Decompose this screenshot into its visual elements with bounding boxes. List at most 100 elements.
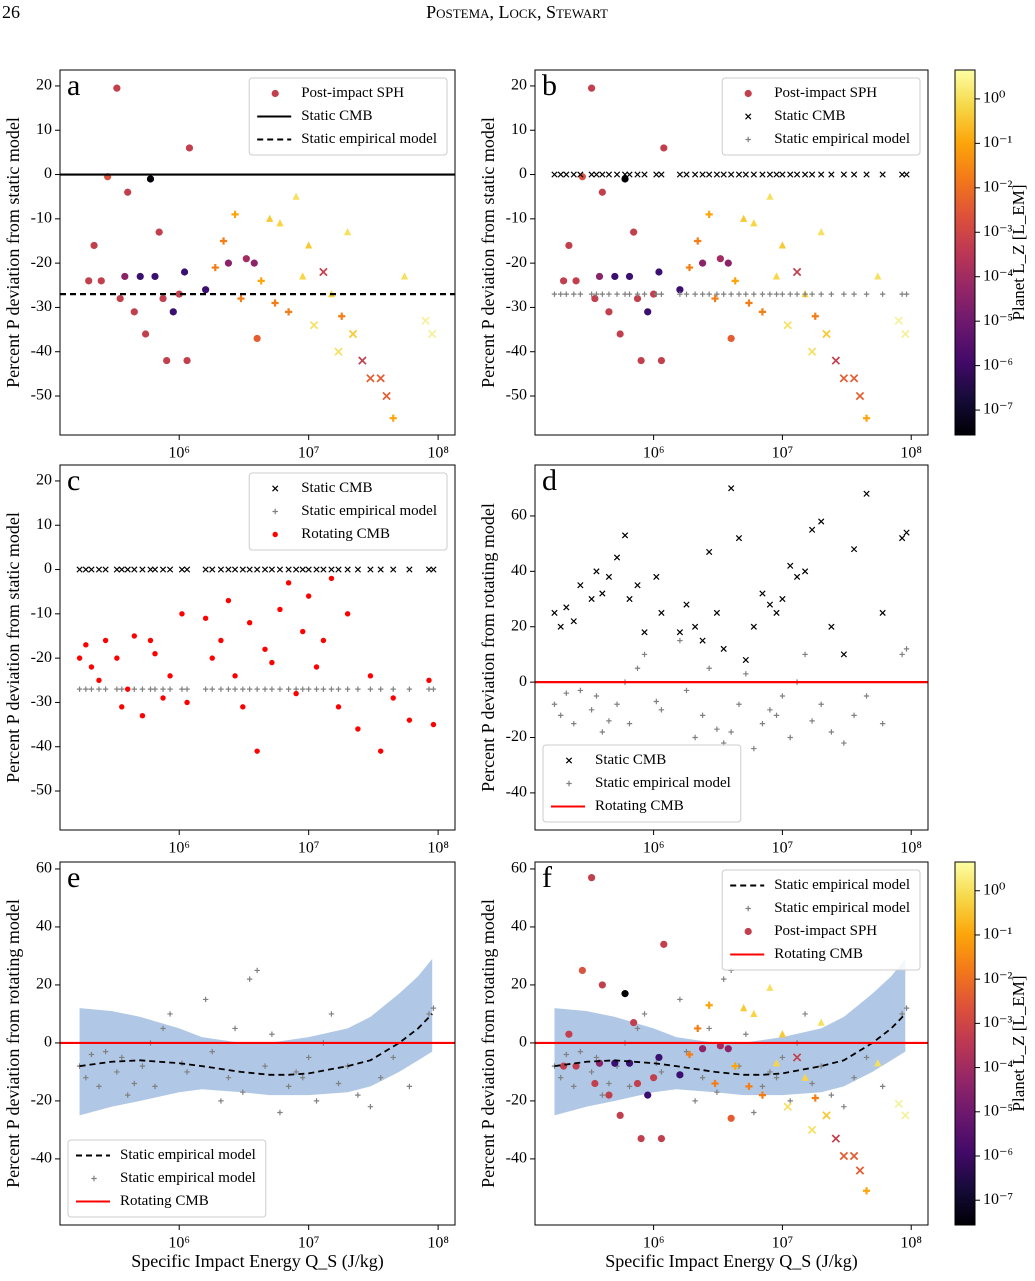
legend-box	[248, 472, 448, 551]
point	[277, 1109, 283, 1116]
legend-swatch	[744, 927, 752, 936]
point	[118, 566, 125, 573]
point	[305, 593, 312, 599]
point	[621, 171, 629, 178]
page-number: 26	[2, 2, 20, 22]
point	[180, 268, 189, 276]
point	[658, 171, 665, 178]
point	[559, 277, 568, 285]
point	[305, 241, 313, 249]
point	[593, 171, 600, 178]
point	[683, 171, 690, 178]
point	[83, 1075, 89, 1081]
point	[818, 518, 825, 525]
point	[831, 1134, 841, 1143]
legend-label: Static CMB	[301, 108, 372, 124]
x-axis-label: Specific Impact Energy Q_S (J/kg)	[605, 1251, 858, 1272]
y-tick-label: 0	[44, 1034, 52, 1051]
point	[863, 693, 870, 699]
y-tick-label: -40	[31, 737, 52, 754]
point	[183, 566, 191, 573]
point	[863, 171, 870, 178]
point	[430, 721, 437, 728]
point	[724, 1045, 732, 1053]
point	[653, 171, 660, 178]
x-tick-label: 10⁶	[168, 445, 190, 462]
point	[874, 1059, 882, 1067]
point	[588, 595, 595, 603]
point	[728, 485, 735, 492]
x-tick-label: 10⁷	[772, 1235, 794, 1252]
point	[773, 171, 780, 178]
point	[655, 1053, 663, 1062]
plot-area	[551, 84, 910, 422]
point	[641, 629, 648, 636]
point	[874, 272, 882, 280]
point	[377, 1075, 384, 1081]
y-axis-label: Percent P deviation from rotating model	[3, 899, 23, 1188]
point	[759, 291, 766, 297]
point	[626, 1083, 633, 1090]
point	[558, 1075, 564, 1081]
axes-frame	[534, 464, 929, 831]
point	[841, 740, 847, 746]
legend-label: Static empirical model	[301, 503, 437, 519]
y-axis-label: Percent P deviation from static model	[3, 512, 23, 783]
point	[783, 320, 792, 330]
point	[218, 1098, 224, 1104]
legend: Static CMB Static empirical model Rotating…	[542, 744, 742, 823]
point	[209, 1048, 215, 1055]
point	[616, 1111, 624, 1120]
point	[313, 1098, 320, 1104]
point	[626, 720, 633, 727]
point	[557, 623, 564, 630]
point	[613, 554, 621, 561]
point	[655, 268, 663, 276]
panel-label: f	[542, 861, 552, 894]
point	[750, 219, 758, 227]
point	[348, 329, 358, 339]
y-tick-label: 10	[36, 121, 52, 138]
point	[209, 686, 215, 692]
legend-box	[721, 869, 921, 971]
point	[658, 291, 665, 297]
point	[743, 1031, 749, 1037]
point	[159, 566, 167, 573]
point	[792, 1053, 802, 1062]
point	[855, 1166, 865, 1175]
point	[699, 637, 706, 644]
point	[169, 308, 177, 316]
legend-label: Static empirical model	[120, 1147, 256, 1163]
point	[650, 1074, 658, 1082]
point	[641, 651, 648, 658]
point	[147, 637, 154, 644]
point	[366, 374, 375, 383]
colorbar-tick-label: 10⁻⁷	[983, 1191, 1013, 1208]
legend-box	[721, 77, 921, 156]
point	[751, 1109, 757, 1116]
point	[644, 1091, 652, 1099]
point	[211, 263, 219, 272]
point	[577, 171, 584, 178]
point	[759, 720, 766, 727]
point	[83, 686, 89, 692]
point	[633, 294, 642, 303]
point	[809, 718, 815, 724]
point	[389, 414, 397, 422]
point	[96, 1083, 102, 1090]
point	[767, 707, 773, 713]
y-tick-label: -20	[31, 1092, 52, 1109]
point	[818, 291, 824, 297]
legend-label: Static CMB	[301, 480, 372, 496]
point	[313, 566, 320, 573]
point	[167, 673, 173, 679]
y-tick-label: 0	[44, 560, 52, 577]
point	[698, 1045, 707, 1053]
point	[706, 171, 713, 178]
point	[131, 1080, 138, 1087]
point	[818, 171, 825, 178]
x-tick-label: 10⁶	[643, 840, 665, 857]
point	[202, 996, 209, 1003]
y-tick-label: 20	[511, 976, 527, 993]
